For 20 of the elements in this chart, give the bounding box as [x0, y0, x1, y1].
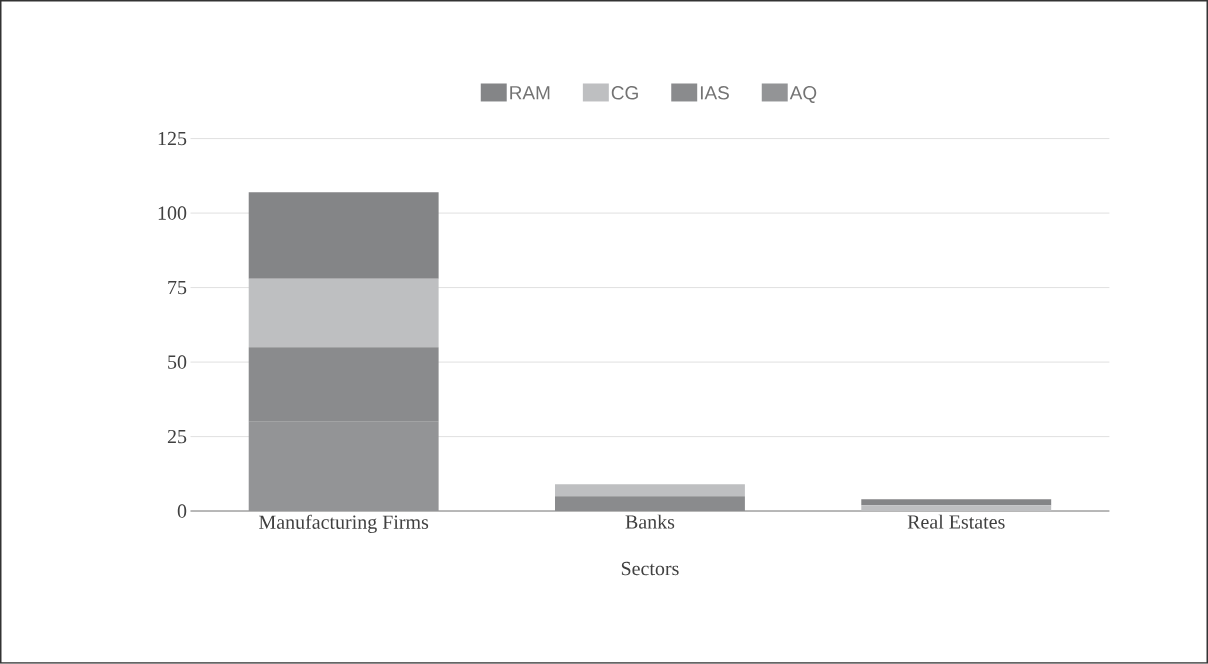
- legend-label: IAS: [700, 86, 729, 100]
- bar: [555, 496, 745, 512]
- bar: [861, 499, 1052, 506]
- legend-label: AQ: [789, 86, 817, 104]
- y-tick-label: 0: [177, 504, 187, 518]
- legend-label: RAM: [510, 86, 550, 100]
- x-tick-label: Manufacturing Firms: [259, 514, 429, 534]
- y-tick-label: 75: [168, 281, 187, 295]
- y-tick-label: 50: [168, 355, 187, 369]
- bar: [861, 505, 1052, 512]
- x-tick-label: Real Estates: [907, 514, 1005, 529]
- x-tick-label: Banks: [625, 514, 675, 529]
- y-tick-label: 100: [158, 206, 187, 220]
- bar: [248, 192, 439, 279]
- y-tick-label: 25: [167, 430, 187, 444]
- y-tick-label: 125: [158, 132, 187, 146]
- bar: [248, 278, 439, 348]
- x-axis-title: Sectors: [621, 562, 679, 576]
- bar: [555, 484, 745, 497]
- legend-label: CG: [611, 86, 638, 100]
